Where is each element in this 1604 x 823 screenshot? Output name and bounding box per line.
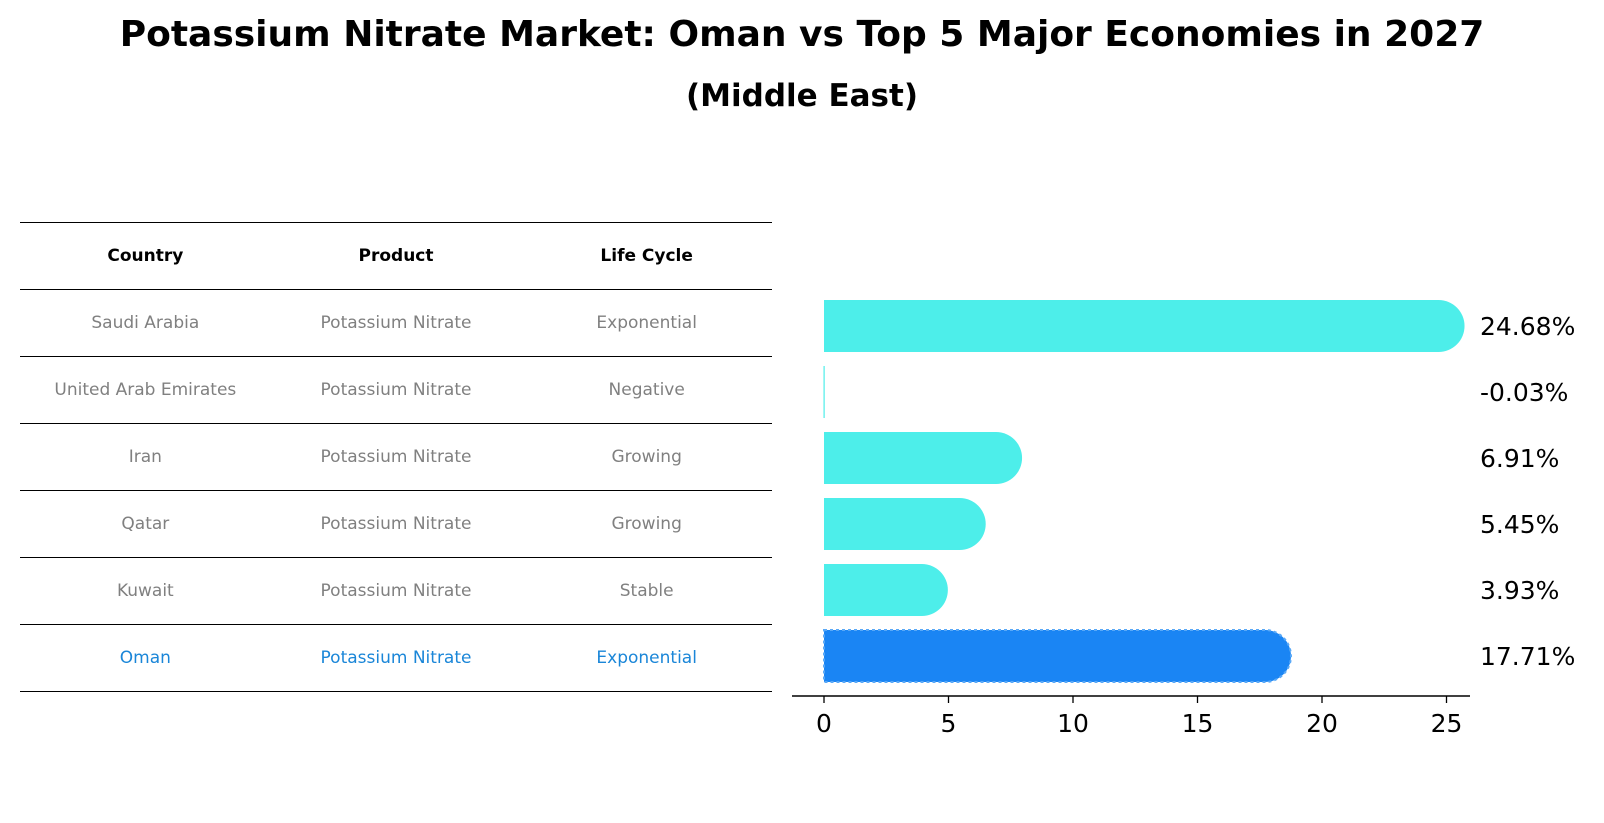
country-table: Country Product Life Cycle Saudi Arabia … (20, 222, 772, 692)
product-cell: Potassium Nitrate (320, 581, 472, 601)
life-cycle-cell: Growing (611, 514, 682, 534)
product-cell: Potassium Nitrate (320, 380, 472, 400)
product-cell: Potassium Nitrate (320, 648, 472, 668)
product-cell: Potassium Nitrate (320, 447, 472, 467)
value-label: 6.91% (1480, 444, 1559, 473)
table-header-row: Country Product Life Cycle (20, 222, 772, 289)
bar (823, 366, 825, 418)
chart-title: Potassium Nitrate Market: Oman vs Top 5 … (119, 14, 1485, 55)
value-label: 24.68% (1480, 312, 1575, 341)
bar (824, 498, 986, 550)
life-cycle-cell: Stable (619, 581, 674, 601)
bar (824, 432, 1023, 484)
table-row: Saudi Arabia Potassium Nitrate Exponenti… (20, 289, 772, 356)
header-country: Country (107, 246, 184, 266)
table-row: Kuwait Potassium Nitrate Stable (20, 557, 772, 624)
x-tick-label: 25 (1431, 709, 1463, 738)
life-cycle-cell: Exponential (596, 313, 697, 333)
table-row: United Arab Emirates Potassium Nitrate N… (20, 356, 772, 423)
product-cell: Potassium Nitrate (320, 313, 472, 333)
country-cell: Oman (119, 648, 171, 668)
table-row-highlight: Oman Potassium Nitrate Exponential (20, 624, 772, 692)
value-label: 17.71% (1480, 642, 1575, 671)
header-product: Product (358, 246, 434, 266)
country-cell: Iran (128, 447, 162, 467)
bar (824, 564, 948, 616)
x-tick-label: 15 (1182, 709, 1214, 738)
chart-subtitle: (Middle East) (685, 78, 918, 114)
country-cell: Saudi Arabia (91, 313, 200, 333)
table-row: Iran Potassium Nitrate Growing (20, 423, 772, 490)
life-cycle-cell: Exponential (596, 648, 697, 668)
value-label: 3.93% (1480, 576, 1559, 605)
x-tick-label: 0 (816, 709, 832, 738)
value-label: 5.45% (1480, 510, 1559, 539)
x-tick-label: 5 (941, 709, 957, 738)
table-row: Qatar Potassium Nitrate Growing (20, 490, 772, 557)
x-tick-label: 20 (1306, 709, 1338, 738)
bar (823, 629, 1292, 683)
x-tick-label: 10 (1057, 709, 1089, 738)
country-cell: Qatar (121, 514, 170, 534)
product-cell: Potassium Nitrate (320, 514, 472, 534)
country-cell: United Arab Emirates (54, 380, 237, 400)
life-cycle-cell: Negative (608, 380, 685, 400)
value-label: -0.03% (1480, 378, 1568, 407)
country-cell: Kuwait (116, 581, 174, 601)
header-life-cycle: Life Cycle (600, 246, 693, 266)
bar (824, 300, 1465, 352)
life-cycle-cell: Growing (611, 447, 682, 467)
